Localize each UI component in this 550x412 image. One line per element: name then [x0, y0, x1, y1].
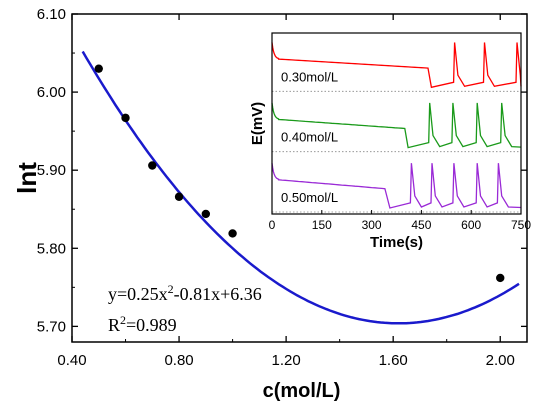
y-axis-label: lnt — [12, 162, 42, 194]
inset-x-tick-label: 150 — [312, 218, 332, 232]
data-point — [121, 113, 130, 123]
inset-x-tick-label: 450 — [411, 218, 431, 232]
series-label: 0.30mol/L — [281, 69, 338, 84]
main-plot-frame — [71, 13, 528, 343]
r-squared: R2=0.989 — [108, 313, 177, 335]
y-tick-label: 6.00 — [37, 84, 66, 101]
inset-x-tick-label: 750 — [511, 218, 531, 232]
series-line — [271, 42, 522, 89]
y-tick-label: 5.80 — [37, 240, 66, 257]
data-point — [174, 192, 184, 201]
fit-curve — [81, 50, 520, 325]
data-point — [496, 273, 505, 283]
inset-plot-frame — [271, 32, 522, 215]
data-point — [201, 209, 211, 219]
main-plot: 0.40 0.80 1.20 1.60 2.00 5.70 5.80 5.90 6.00 6.10… — [12, 6, 528, 402]
inset-y-axis-label: E(mV) — [249, 102, 266, 145]
x-tick-label: 2.00 — [486, 352, 515, 369]
data-point — [228, 229, 237, 238]
y-tick-label: 5.90 — [37, 162, 66, 179]
y-tick-label: 6.10 — [37, 6, 66, 23]
inset-x-tick-label: 0 — [269, 218, 276, 232]
series-label: 0.40mol/L — [281, 130, 338, 145]
inset-x-axis-label: Time(s) — [370, 234, 423, 251]
inset-plot: 0.30mol/L 0.40mol/L 0.50mol/L 0 150 300 450 60… — [249, 32, 531, 251]
x-tick-label: 1.60 — [379, 352, 408, 369]
x-tick-label: 1.20 — [272, 352, 301, 369]
inset-x-tick-label: 300 — [362, 218, 382, 232]
x-tick-label: 0.40 — [57, 352, 86, 369]
series-line — [271, 163, 522, 209]
series-line — [271, 102, 522, 149]
fit-equation: y=0.25x2-0.81x+6.36 — [108, 282, 262, 304]
inset-x-tick-label: 600 — [461, 218, 481, 232]
y-tick-label: 5.70 — [37, 318, 66, 335]
data-point — [148, 161, 157, 170]
series-label: 0.50mol/L — [281, 190, 338, 205]
x-tick-label: 0.80 — [164, 352, 193, 369]
x-axis-label: c(mol/L) — [263, 380, 341, 402]
data-point — [94, 64, 103, 73]
